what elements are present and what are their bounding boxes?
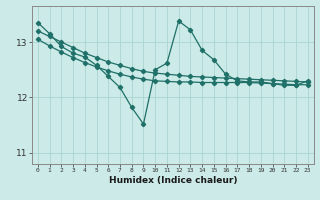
X-axis label: Humidex (Indice chaleur): Humidex (Indice chaleur) (108, 176, 237, 185)
